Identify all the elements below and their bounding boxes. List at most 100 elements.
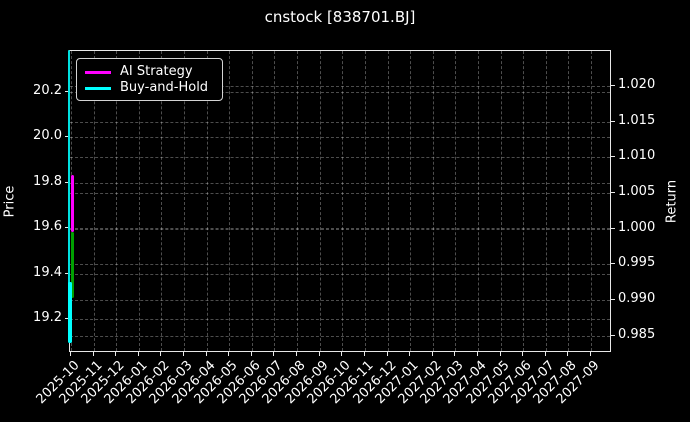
series-segment-buy-and-hold-price <box>68 50 70 341</box>
grid-line-vertical <box>500 51 502 351</box>
grid-line-horizontal <box>70 137 610 139</box>
grid-line-vertical <box>161 51 163 351</box>
return-tick-mark <box>611 156 615 158</box>
x-tick-mark <box>137 352 139 356</box>
price-tick-label: 19.6 <box>33 219 62 235</box>
return-tick-label: 1.015 <box>618 112 656 128</box>
x-tick-mark <box>250 352 252 356</box>
grid-line-horizontal <box>70 157 610 159</box>
x-tick-mark <box>499 352 501 356</box>
x-tick-mark <box>205 352 207 356</box>
legend-label: Buy-and-Hold <box>120 80 209 95</box>
price-tick-mark <box>65 136 69 138</box>
return-tick-label: 1.020 <box>618 77 656 92</box>
legend-label: AI Strategy <box>120 64 193 79</box>
legend-entry-ai-strategy: AI Strategy <box>85 64 214 80</box>
return-tick-mark <box>611 192 615 194</box>
grid-line-horizontal <box>70 92 610 93</box>
return-tick-label: 1.010 <box>618 148 656 164</box>
x-tick-mark <box>341 352 343 356</box>
price-tick-mark <box>65 227 69 229</box>
x-tick-mark <box>476 352 478 356</box>
grid-line-vertical <box>568 51 570 351</box>
grid-line-horizontal <box>70 273 610 275</box>
grid-line-horizontal <box>70 86 610 87</box>
plot-area <box>69 50 611 352</box>
grid-line-vertical <box>545 51 547 351</box>
grid-line-horizontal <box>70 193 610 195</box>
return-tick-label: 1.000 <box>618 219 656 235</box>
grid-line-vertical <box>364 51 366 351</box>
grid-line-horizontal <box>70 264 610 266</box>
x-tick-mark <box>183 352 185 356</box>
grid-line-horizontal <box>70 319 610 321</box>
price-tick-mark <box>65 318 69 320</box>
x-tick-mark <box>386 352 388 356</box>
x-tick-mark <box>409 352 411 356</box>
grid-line-vertical <box>410 51 412 351</box>
price-tick-mark <box>65 272 69 274</box>
x-tick-mark <box>567 352 569 356</box>
price-tick-label: 20.2 <box>33 83 62 98</box>
price-tick-mark <box>65 181 69 183</box>
grid-line-vertical <box>523 51 525 351</box>
x-tick-mark <box>454 352 456 356</box>
series-segment-buy-and-hold-emph <box>67 281 72 343</box>
x-tick-mark <box>590 352 591 356</box>
grid-line-vertical <box>184 51 186 351</box>
return-tick-label: 0.995 <box>618 255 656 271</box>
legend-box: AI Strategy Buy-and-Hold <box>76 58 223 101</box>
return-tick-label: 0.990 <box>618 291 656 307</box>
x-tick-mark <box>160 352 162 356</box>
x-tick-mark <box>92 352 94 356</box>
grid-line-horizontal <box>70 228 610 230</box>
legend-entry-buy-and-hold: Buy-and-Hold <box>85 80 214 96</box>
return-tick-mark <box>611 334 615 336</box>
x-tick-mark <box>273 352 275 356</box>
x-tick-mark <box>544 352 546 356</box>
grid-line-horizontal <box>70 300 610 302</box>
grid-line-vertical <box>432 51 434 351</box>
chart-title: cnstock [838701.BJ] <box>264 8 416 26</box>
x-tick-mark <box>70 352 71 356</box>
series-segment-position-hold <box>71 231 74 298</box>
grid-line-vertical <box>342 51 344 351</box>
buy-and-hold-line-swatch <box>85 86 111 90</box>
grid-line-vertical <box>297 51 299 351</box>
grid-line-vertical <box>116 51 118 351</box>
price-tick-label: 19.4 <box>33 264 62 280</box>
grid-line-vertical <box>591 51 592 351</box>
return-tick-label: 0.985 <box>618 326 656 342</box>
grid-line-horizontal <box>70 335 610 337</box>
x-tick-mark <box>115 352 117 356</box>
ai-strategy-line-swatch <box>85 70 111 74</box>
price-tick-mark <box>65 91 69 92</box>
x-tick-mark <box>228 352 230 356</box>
grid-line-vertical <box>319 51 321 351</box>
grid-line-horizontal <box>70 182 610 184</box>
x-tick-mark <box>296 352 298 356</box>
grid-line-vertical <box>251 51 253 351</box>
grid-line-horizontal <box>70 228 610 230</box>
price-tick-label: 19.8 <box>33 173 62 189</box>
return-tick-mark <box>611 227 615 229</box>
x-tick-mark <box>318 352 320 356</box>
x-tick-mark <box>431 352 433 356</box>
series-segment-ai-strategy <box>71 175 74 232</box>
grid-line-vertical <box>387 51 389 351</box>
return-tick-mark <box>611 85 615 86</box>
grid-line-vertical <box>229 51 231 351</box>
x-tick-mark <box>363 352 365 356</box>
grid-line-vertical <box>206 51 208 351</box>
grid-line-vertical <box>477 51 479 351</box>
return-tick-mark <box>611 263 615 265</box>
grid-line-vertical <box>138 51 140 351</box>
grid-line-vertical <box>455 51 457 351</box>
y-axis-label-return: Return <box>664 179 680 224</box>
x-tick-mark <box>522 352 524 356</box>
return-tick-label: 1.005 <box>618 184 656 200</box>
price-tick-label: 19.2 <box>33 310 62 326</box>
grid-line-vertical <box>93 51 95 351</box>
grid-line-horizontal <box>70 121 610 123</box>
